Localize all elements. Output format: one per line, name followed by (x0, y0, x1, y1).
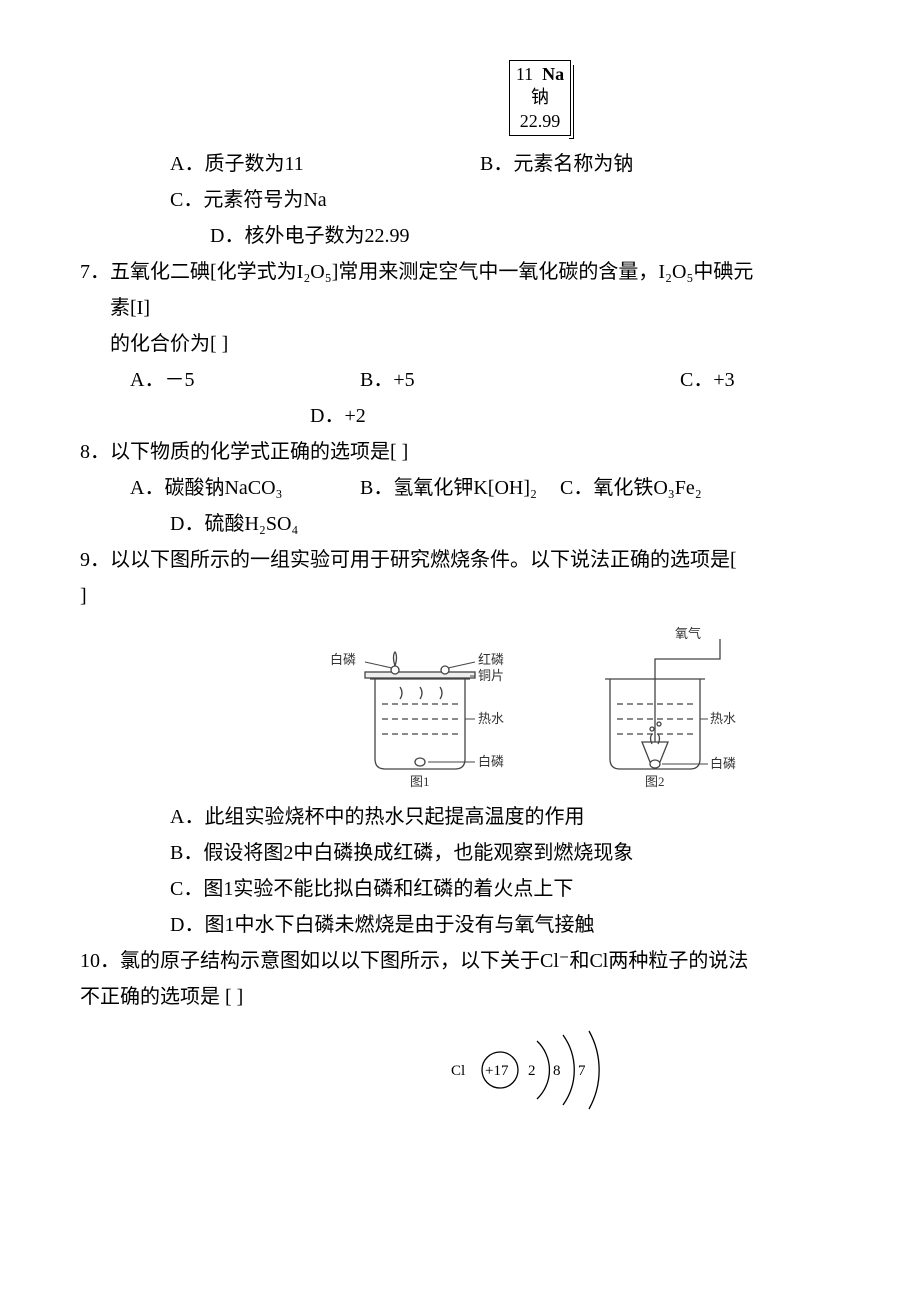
q6-option-a: A．质子数为11 (170, 146, 480, 182)
atomic-number: 11 (516, 64, 533, 84)
q7-option-a: A．－5 (130, 362, 360, 398)
cell-row-top: 11 Na (516, 63, 564, 86)
fig2-caption: 图2 (645, 774, 665, 789)
q8-option-b: B．氢氧化钾K[OH]₂ (360, 470, 560, 506)
q9-figures: 白磷 红磷 铜片 热水 白磷 图1 (80, 624, 920, 789)
q8-stem: 8．以下物质的化学式正确的选项是[ ] (80, 434, 920, 470)
q7-stem-line1: 7．五氧化二碘[化学式为I₂O₅]常用来测定空气中一氧化碳的含量，I₂O₅中碘元 (80, 254, 920, 290)
q9-stem-line1: 9．以以下图所示的一组实验可用于研究燃烧条件。以下说法正确的选项是[ (80, 542, 920, 578)
fig1-label-red-p: 红磷 (478, 652, 504, 667)
q10-stem-line2: 不正确的选项是 [ ] (80, 979, 920, 1015)
q10-atom-diagram-wrap: Cl +17 2 8 7 (80, 1025, 920, 1115)
q9-option-b: B．假设将图2中白磷换成红磷，也能观察到燃烧现象 (80, 835, 920, 871)
q10-atom-diagram: Cl +17 2 8 7 (445, 1025, 635, 1115)
atom-nucleus: +17 (485, 1063, 509, 1079)
fig1-label-white-p: 白磷 (330, 652, 356, 667)
fig2-label-hot-water: 热水 (710, 711, 736, 726)
atom-label: Cl (451, 1063, 465, 1079)
q9-stem-line2: ] (80, 578, 920, 614)
element-name-cn: 钠 (516, 86, 564, 109)
fig1-label-copper: 铜片 (478, 668, 504, 683)
q10-stem-line1: 10．氯的原子结构示意图如以以下图所示，以下关于Cl⁻和Cl两种粒子的说法 (80, 943, 920, 979)
q7-option-d: D．+2 (80, 398, 920, 434)
q9-option-d: D．图1中水下白磷未燃烧是由于没有与氧气接触 (80, 907, 920, 943)
q9-figure-1: 白磷 红磷 铜片 热水 白磷 图1 (310, 624, 520, 789)
element-symbol: Na (542, 64, 564, 84)
q6-options-row1: A．质子数为11 B．元素名称为钠 (80, 146, 920, 182)
fig2-label-white-p: 白磷 (710, 756, 736, 771)
q8-option-c: C．氧化铁O₃Fe₂ (560, 470, 702, 506)
atom-shell-1: 2 (528, 1063, 536, 1079)
q7-option-b: B．+5 (360, 362, 680, 398)
q8-option-a: A．碳酸钠NaCO₃ (130, 470, 360, 506)
fig1-label-hot-water: 热水 (478, 711, 504, 726)
atomic-mass: 22.99 (516, 110, 564, 133)
periodic-element-cell: 11 Na 钠 22.99 (509, 60, 571, 136)
q7-option-c: C．+3 (680, 362, 735, 398)
q9-option-a: A．此组实验烧杯中的热水只起提高温度的作用 (80, 799, 920, 835)
fig2-label-oxygen: 氧气 (675, 626, 701, 641)
q6-option-b: B．元素名称为钠 (480, 146, 633, 182)
atom-shell-3: 7 (578, 1063, 586, 1079)
q7-options-row1: A．－5 B．+5 C．+3 (80, 362, 920, 398)
fig1-label-white-p-bottom: 白磷 (478, 754, 504, 769)
fig1-caption: 图1 (410, 774, 430, 789)
periodic-element-cell-wrap: 11 Na 钠 22.99 (80, 60, 920, 136)
q7-stem-line3: 的化合价为[ ] (80, 326, 920, 362)
q8-option-d: D．硫酸H₂SO₄ (80, 506, 920, 542)
q6-option-c: C．元素符号为Na (80, 182, 920, 218)
q9-figure-2: 氧气 热水 白磷 图2 (560, 624, 770, 789)
atom-shell-2: 8 (553, 1063, 561, 1079)
q9-option-c: C．图1实验不能比拟白磷和红磷的着火点上下 (80, 871, 920, 907)
q6-option-d: D．核外电子数为22.99 (80, 218, 920, 254)
q7-stem-line2: 素[I] (80, 290, 920, 326)
q8-options-row1: A．碳酸钠NaCO₃ B．氢氧化钾K[OH]₂ C．氧化铁O₃Fe₂ (80, 470, 920, 506)
